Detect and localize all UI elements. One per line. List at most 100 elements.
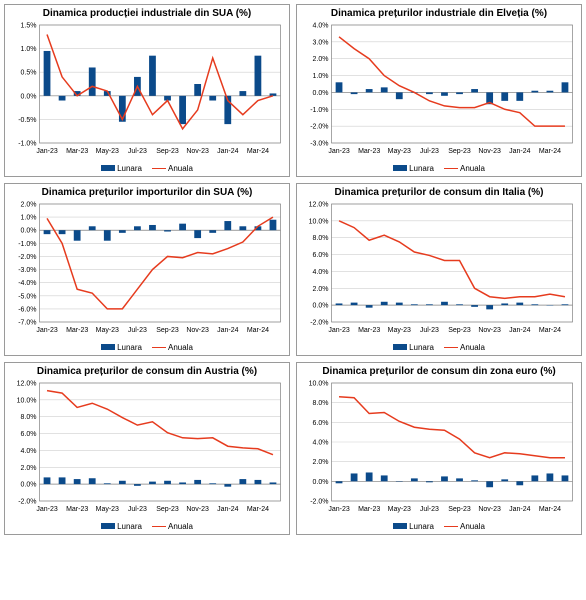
- svg-text:Mar-24: Mar-24: [539, 327, 561, 334]
- svg-text:Mar-23: Mar-23: [66, 506, 88, 513]
- svg-text:10.0%: 10.0%: [309, 218, 329, 225]
- svg-text:Nov-23: Nov-23: [478, 506, 501, 513]
- chart-legend: LunaraAnuala: [301, 520, 577, 532]
- svg-text:2.0%: 2.0%: [21, 465, 37, 472]
- svg-text:-7.0%: -7.0%: [18, 320, 36, 327]
- chart-austria_cpi: Dinamica prețurilor de consum din Austri…: [4, 362, 290, 535]
- legend-bar: Lunara: [393, 164, 434, 173]
- svg-text:6.0%: 6.0%: [313, 420, 329, 427]
- chart-legend: Lunara Anuala: [9, 162, 285, 174]
- legend-line-label: Anuala: [168, 164, 193, 173]
- legend-bar-label: Lunara: [117, 522, 142, 531]
- legend-bar: Lunara: [101, 522, 142, 531]
- chart-plot: -2.0%0.0%2.0%4.0%6.0%8.0%10.0%Jan-23Mar-…: [301, 379, 577, 519]
- svg-text:1.5%: 1.5%: [21, 23, 37, 30]
- svg-text:10.0%: 10.0%: [17, 397, 37, 404]
- legend-line-label: Anuala: [168, 343, 193, 352]
- chart-plot: -2.0%0.0%2.0%4.0%6.0%8.0%10.0%12.0%Jan-2…: [9, 379, 285, 519]
- svg-text:-6.0%: -6.0%: [18, 306, 36, 313]
- legend-line: Anuala: [444, 343, 485, 352]
- svg-text:May-23: May-23: [96, 506, 119, 513]
- svg-text:Nov-23: Nov-23: [186, 327, 209, 334]
- svg-text:4.0%: 4.0%: [21, 448, 37, 455]
- chart-legend: Lunara Anuala: [301, 162, 577, 174]
- chart-plot: -3.0%-2.0%-1.0%0.0%1.0%2.0%3.0%4.0%Jan-2…: [301, 21, 577, 161]
- svg-text:Sep-23: Sep-23: [156, 148, 179, 155]
- chart-title: Dinamica prețurilor industriale din Elve…: [301, 8, 577, 19]
- svg-text:-2.0%: -2.0%: [310, 499, 328, 506]
- svg-text:-3.0%: -3.0%: [18, 267, 36, 274]
- svg-text:8.0%: 8.0%: [21, 414, 37, 421]
- svg-text:1.0%: 1.0%: [313, 73, 329, 80]
- chart-italy_cpi: Dinamica prețurilor de consum din Italia…: [296, 183, 582, 356]
- svg-text:May-23: May-23: [96, 148, 119, 155]
- chart-legend: Lunara Anuala: [9, 520, 285, 532]
- svg-text:6.0%: 6.0%: [21, 431, 37, 438]
- svg-text:Mar-23: Mar-23: [358, 148, 380, 155]
- chart-eurozone_cpi: Dinamica prețurilor de consum din zona e…: [296, 362, 582, 535]
- svg-text:Jan-24: Jan-24: [509, 148, 531, 155]
- svg-text:May-23: May-23: [388, 148, 411, 155]
- chart-swiss_industrial_prices: Dinamica prețurilor industriale din Elve…: [296, 4, 582, 177]
- svg-text:0.0%: 0.0%: [21, 228, 37, 235]
- legend-bar-label: Lunara: [117, 164, 142, 173]
- svg-text:Jul-23: Jul-23: [128, 506, 147, 513]
- svg-text:Mar-24: Mar-24: [539, 148, 561, 155]
- legend-line: Anuala: [152, 522, 193, 531]
- svg-text:May-23: May-23: [388, 327, 411, 334]
- svg-text:Jan-23: Jan-23: [36, 148, 58, 155]
- svg-text:1.0%: 1.0%: [21, 215, 37, 222]
- svg-text:0.0%: 0.0%: [21, 482, 37, 489]
- svg-text:Nov-23: Nov-23: [186, 148, 209, 155]
- legend-bar-label: Lunara: [117, 343, 142, 352]
- svg-text:6.0%: 6.0%: [313, 252, 329, 259]
- legend-line-label: Anuala: [460, 164, 485, 173]
- legend-bar: Lunara: [101, 164, 142, 173]
- chart-title: Dinamica producției industriale din SUA …: [9, 8, 285, 19]
- svg-text:3.0%: 3.0%: [313, 39, 329, 46]
- svg-text:Jan-23: Jan-23: [328, 327, 350, 334]
- svg-text:Mar-24: Mar-24: [247, 506, 269, 513]
- svg-text:-1.0%: -1.0%: [18, 141, 36, 148]
- svg-text:Jan-24: Jan-24: [509, 327, 531, 334]
- svg-text:0.0%: 0.0%: [21, 93, 37, 100]
- legend-line-label: Anuala: [168, 522, 193, 531]
- svg-text:Jul-23: Jul-23: [128, 327, 147, 334]
- svg-text:8.0%: 8.0%: [313, 235, 329, 242]
- svg-text:Jul-23: Jul-23: [420, 148, 439, 155]
- svg-text:Mar-24: Mar-24: [247, 327, 269, 334]
- chart-title: Dinamica prețurilor de consum din zona e…: [301, 366, 577, 377]
- chart-title: Dinamica prețurilor de consum din Austri…: [9, 366, 285, 377]
- svg-text:Jan-24: Jan-24: [217, 506, 239, 513]
- legend-line: Anuala: [444, 164, 485, 173]
- svg-text:Sep-23: Sep-23: [448, 327, 471, 334]
- svg-text:Sep-23: Sep-23: [448, 148, 471, 155]
- svg-text:Mar-23: Mar-23: [358, 327, 380, 334]
- svg-text:Mar-24: Mar-24: [247, 148, 269, 155]
- svg-text:Jan-24: Jan-24: [217, 148, 239, 155]
- legend-bar: Lunara: [393, 343, 434, 352]
- svg-text:Mar-24: Mar-24: [539, 506, 561, 513]
- svg-text:0.5%: 0.5%: [21, 70, 37, 77]
- chart-title: Dinamica prețurilor de consum din Italia…: [301, 187, 577, 198]
- legend-line-label: Anuala: [460, 522, 485, 531]
- legend-line-label: Anuala: [460, 343, 485, 352]
- chart-grid: Dinamica producției industriale din SUA …: [4, 4, 582, 535]
- svg-text:4.0%: 4.0%: [313, 440, 329, 447]
- chart-plot: -7.0%-6.0%-5.0%-4.0%-3.0%-2.0%-1.0%0.0%1…: [9, 200, 285, 340]
- svg-text:2.0%: 2.0%: [313, 459, 329, 466]
- svg-text:Jan-23: Jan-23: [36, 506, 58, 513]
- svg-text:Nov-23: Nov-23: [478, 327, 501, 334]
- svg-text:Jan-24: Jan-24: [509, 506, 531, 513]
- svg-text:Jul-23: Jul-23: [420, 506, 439, 513]
- legend-line: Anuala: [152, 343, 193, 352]
- legend-bar-label: Lunara: [409, 343, 434, 352]
- svg-text:Mar-23: Mar-23: [358, 506, 380, 513]
- svg-text:-1.0%: -1.0%: [310, 107, 328, 114]
- svg-text:0.0%: 0.0%: [313, 90, 329, 97]
- chart-legend: Lunara Anuala: [9, 341, 285, 353]
- svg-text:Jan-23: Jan-23: [328, 506, 350, 513]
- svg-text:Jan-24: Jan-24: [217, 327, 239, 334]
- chart-plot: -1.0%-0.5%0.0%0.5%1.0%1.5%Jan-23Mar-23Ma…: [9, 21, 285, 161]
- svg-text:-2.0%: -2.0%: [310, 124, 328, 131]
